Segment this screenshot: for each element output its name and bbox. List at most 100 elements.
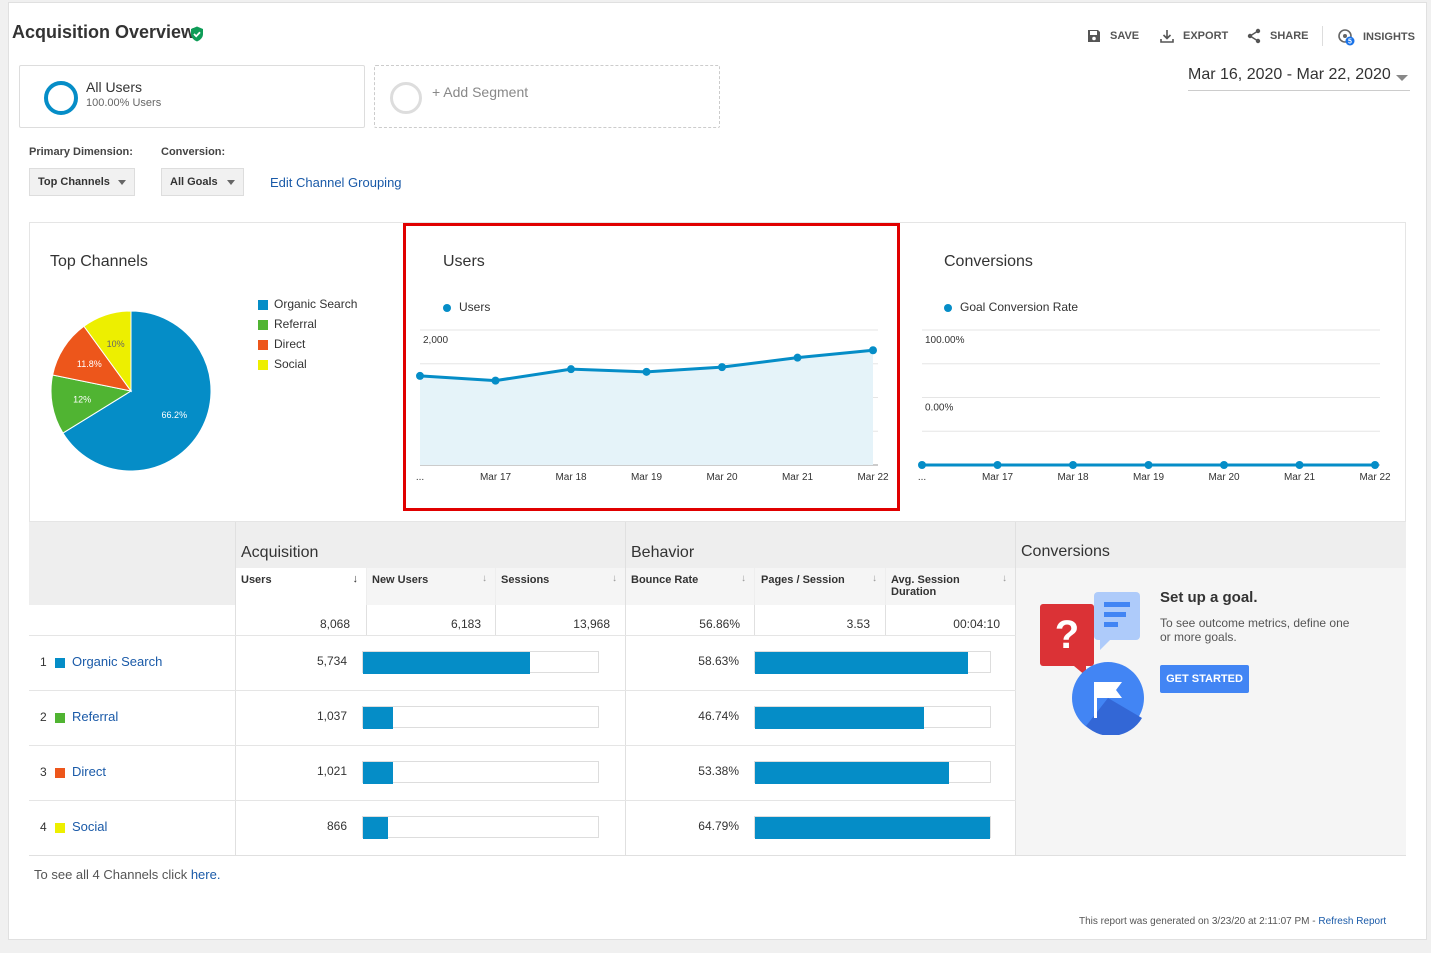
pie-slice-organic-search: [62, 310, 212, 472]
col-sessions-header[interactable]: Sessions ↓: [496, 568, 625, 605]
conversion-label: Conversion:: [161, 146, 226, 158]
top-channels-pie-chart: 66.2% 12% 11.8% 10%: [50, 310, 212, 472]
channel-link[interactable]: Organic Search: [72, 654, 163, 669]
users-bar-track: [362, 651, 599, 674]
conversions-chart-title: Conversions: [944, 253, 1033, 270]
total-bounce-rate: 56.86%: [699, 617, 740, 631]
goal-title: Set up a goal.: [1160, 589, 1258, 606]
acquisition-group-header: Acquisition: [241, 544, 319, 561]
export-button[interactable]: EXPORT: [1159, 28, 1228, 44]
col-bounce-rate-header[interactable]: Bounce Rate ↓: [626, 568, 754, 605]
date-range-value: Mar 16, 2020 - Mar 22, 2020: [1188, 66, 1391, 83]
x-tick-label: Mar 17: [982, 472, 1014, 483]
legend-label: Organic Search: [274, 297, 358, 311]
conversion-value: All Goals: [170, 176, 218, 188]
date-caret-icon: [1396, 75, 1408, 81]
refresh-report-link[interactable]: Refresh Report: [1318, 916, 1387, 927]
channel-link[interactable]: Direct: [72, 764, 106, 779]
col-pages-session-label: Pages / Session: [761, 574, 845, 586]
pie-slice-label: 11.8%: [77, 359, 102, 369]
users-legend: Users: [443, 300, 490, 320]
users-card-highlight: [403, 223, 900, 511]
sort-icon: ↓: [612, 573, 617, 584]
conversions-line-chart: 100.00% 0.00%... Mar 17 Mar 18 Mar 19 Mar 20 M…: [918, 329, 1391, 483]
sort-icon: ↓: [872, 573, 877, 584]
bounce-bar: [755, 817, 990, 839]
edit-channel-grouping-link[interactable]: Edit Channel Grouping: [270, 175, 402, 190]
segment-all-users[interactable]: All Users 100.00% Users: [19, 65, 365, 128]
table-row: [29, 690, 1016, 746]
total-pages-session: 3.53: [846, 617, 870, 631]
goal-illustration: ?: [1040, 592, 1144, 735]
row-users: 5,734: [316, 654, 347, 668]
sort-desc-icon: ↓: [352, 573, 359, 585]
data-point: [1371, 461, 1379, 469]
x-tick-label: Mar 21: [782, 472, 814, 483]
conversions-legend-label: Goal Conversion Rate: [960, 300, 1079, 314]
row-bounce-rate: 46.74%: [698, 709, 739, 723]
col-avg-duration-label-1: Avg. Session: [891, 574, 960, 586]
primary-dimension-dropdown[interactable]: Top Channels: [29, 168, 135, 196]
bounce-bar: [755, 707, 925, 729]
share-button[interactable]: SHARE: [1246, 28, 1309, 44]
channel-color-swatch: [55, 768, 65, 778]
see-all-channels-link[interactable]: here.: [190, 867, 221, 882]
segment-name: All Users: [86, 79, 143, 95]
data-point: [793, 353, 802, 362]
conversion-dropdown[interactable]: All Goals: [161, 168, 244, 196]
col-new-users-header[interactable]: New Users ↓: [367, 568, 495, 605]
data-point: [1295, 461, 1304, 469]
row-users: 1,037: [316, 709, 347, 723]
save-label: SAVE: [1110, 30, 1140, 42]
x-tick-label: Mar 21: [1284, 472, 1316, 483]
channel-link[interactable]: Referral: [72, 709, 119, 724]
pie-slice-referral: [50, 374, 133, 434]
insights-button[interactable]: 5 INSIGHTS: [1337, 28, 1415, 46]
legend-label: Social: [274, 357, 307, 371]
share-icon: [1247, 28, 1261, 44]
row-rank: 2: [40, 710, 47, 724]
report-generated-text: This report was generated on 3/23/20 at …: [1079, 916, 1316, 927]
pie-slice-social: [83, 310, 132, 393]
add-segment-label: + Add Segment: [432, 84, 529, 100]
sort-icon: ↓: [482, 573, 487, 584]
get-started-button[interactable]: GET STARTED: [1160, 665, 1249, 693]
sort-icon: ↓: [1002, 573, 1007, 584]
data-point: [918, 461, 926, 469]
data-point: [718, 363, 726, 372]
col-users-header[interactable]: Users ↓: [236, 568, 366, 605]
row-rank: 3: [40, 765, 47, 779]
totals-divider: [754, 605, 755, 635]
date-range-picker[interactable]: Mar 16, 2020 - Mar 22, 2020: [1188, 66, 1410, 91]
table-bottom-line: [29, 855, 1406, 856]
x-tick-label: Mar 22: [1359, 472, 1391, 483]
x-tick-label: Mar 18: [1057, 472, 1089, 483]
channel-link[interactable]: Social: [72, 819, 108, 834]
data-point: [416, 371, 424, 380]
totals-divider: [495, 605, 496, 635]
conversions-legend: Goal Conversion Rate: [944, 300, 1078, 320]
dropdown-caret-icon: [227, 179, 235, 185]
page-title: Acquisition Overview: [12, 22, 196, 42]
save-button[interactable]: SAVE: [1086, 28, 1139, 44]
row-bounce-rate: 64.79%: [698, 819, 739, 833]
data-point: [1144, 461, 1153, 469]
area-fill: [420, 350, 873, 465]
x-tick-label: ...: [918, 472, 926, 483]
row-bounce-rate: 58.63%: [698, 654, 739, 668]
users-chart-title: Users: [443, 253, 485, 270]
table-divider: [235, 522, 236, 855]
users-bar-track: [362, 816, 599, 839]
users-bar-track: [362, 761, 599, 784]
col-avg-duration-label-2: Duration: [891, 586, 937, 598]
bounce-bar-track: [754, 706, 991, 729]
x-tick-label: ...: [416, 472, 424, 483]
dropdown-caret-icon: [118, 179, 126, 185]
bounce-bar: [755, 652, 968, 674]
table-row: [29, 745, 1016, 801]
col-avg-duration-header[interactable]: Avg. Session Duration ↓: [886, 568, 1015, 605]
col-pages-session-header[interactable]: Pages / Session ↓: [755, 568, 885, 605]
add-segment-button[interactable]: + Add Segment: [374, 65, 720, 128]
users-bar: [363, 817, 389, 839]
